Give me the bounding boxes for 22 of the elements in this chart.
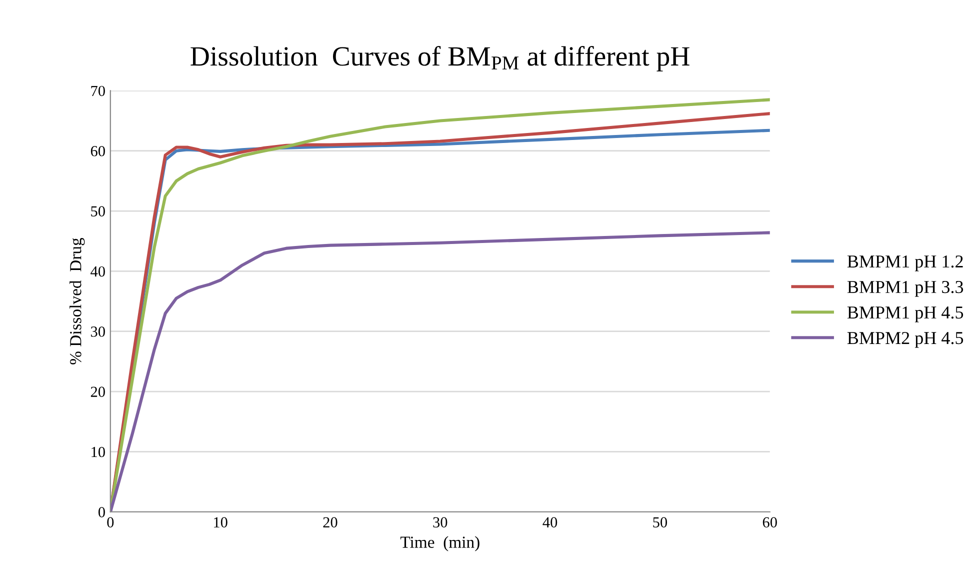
y-axis-title: % Dissolved Drug [70,238,85,364]
y-tick-label: 30 [90,326,105,337]
y-tick-label: 70 [91,86,105,96]
x-tick-label: 50 [653,517,668,528]
legend-label: BMPM1 pH 4.5 [847,306,964,322]
y-tick-label: 40 [90,266,105,277]
x-tick-label: 10 [214,517,228,528]
legend-label: BMPM1 pH 1.2 [847,255,963,272]
x-tick-label: 0 [107,517,114,528]
y-tick-label: 10 [92,446,105,458]
y-tick-label: 60 [90,146,105,156]
chart-title: Dissolution Curves of BM$_{PM}$ at different pH [190,46,690,72]
legend-label: BMPM2 pH 4.5 [847,332,964,348]
x-tick-label: 20 [323,517,338,528]
x-axis-title: Time (min) [400,536,480,552]
y-tick-label: 50 [91,206,105,216]
legend-label: BMPM1 pH 3.3 [847,280,964,297]
x-tick-label: 40 [542,517,558,528]
y-tick-label: 0 [98,507,105,518]
x-tick-label: 60 [762,517,777,528]
y-tick-label: 20 [90,386,105,397]
x-tick-label: 30 [433,517,448,528]
